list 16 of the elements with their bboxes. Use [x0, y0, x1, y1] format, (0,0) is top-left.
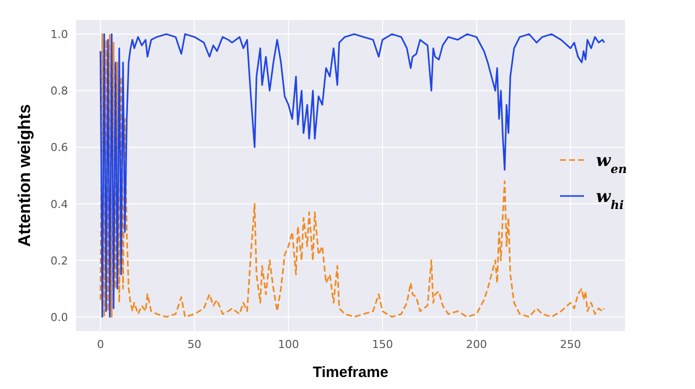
y-tick-label: 0.8: [50, 84, 68, 98]
x-tick-label: 200: [466, 338, 487, 351]
legend-label: w$_{hi}$: [596, 187, 624, 212]
y-tick-label: 0.4: [50, 198, 68, 211]
y-tick-label: 1.0: [50, 28, 68, 42]
x-tick-label: 50: [187, 338, 202, 351]
y-tick-label: 0.6: [50, 141, 68, 154]
y-tick-label: 0.2: [50, 254, 68, 268]
y-tick-label: 0.0: [50, 310, 68, 324]
y-axis-title: Attention weights: [15, 104, 34, 247]
legend-label: w$_{en}$: [596, 151, 627, 176]
x-tick-label: 250: [560, 338, 581, 351]
x-tick-label: 100: [278, 338, 299, 351]
x-tick-label: 150: [372, 338, 393, 351]
x-axis-title: Timeframe: [312, 364, 388, 381]
x-tick-label: 0: [96, 338, 104, 351]
